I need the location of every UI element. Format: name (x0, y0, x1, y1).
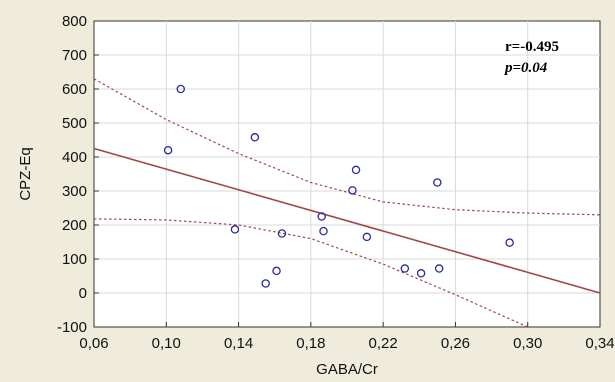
x-tick-label: 0,34 (585, 335, 614, 352)
x-tick-label: 0,06 (79, 335, 108, 352)
data-point (261, 279, 270, 288)
y-tick-label: 400 (62, 149, 87, 166)
y-tick-label: 100 (62, 251, 87, 268)
x-tick-label: 0,30 (513, 335, 542, 352)
data-point (230, 225, 240, 234)
x-axis-title: GABA/Cr (316, 361, 378, 378)
y-tick-label: 600 (62, 81, 87, 98)
y-tick-label: -100 (57, 319, 87, 336)
data-point (433, 178, 442, 187)
data-point (400, 264, 410, 273)
correlation-label: r=-0.495 (505, 39, 559, 55)
x-tick-label: 0,14 (224, 335, 253, 352)
x-tick-label: 0,10 (152, 335, 181, 352)
x-tick-label: 0,18 (296, 335, 325, 352)
data-point (434, 264, 444, 273)
data-point (163, 145, 173, 155)
data-point (351, 165, 361, 175)
confidence-band-upper (93, 78, 601, 216)
data-point (416, 269, 426, 278)
data-point (176, 84, 185, 94)
plot-area (93, 20, 601, 328)
y-tick-label: 0 (79, 285, 87, 302)
data-point (348, 186, 357, 195)
y-tick-label: 200 (62, 217, 87, 234)
data-point (250, 133, 260, 142)
regression-line (93, 147, 601, 294)
y-tick-label: 700 (62, 47, 87, 64)
data-point (319, 226, 328, 236)
x-tick-label: 0,22 (369, 335, 398, 352)
x-tick-label: 0,26 (441, 335, 470, 352)
y-tick-label: 800 (62, 13, 87, 30)
p-value-label: p=0.04 (503, 60, 548, 76)
data-point (362, 232, 372, 242)
data-point (277, 229, 287, 238)
y-tick-label: 300 (62, 183, 87, 200)
y-tick-label: 500 (62, 115, 87, 132)
data-point (317, 212, 326, 221)
data-point (272, 266, 281, 276)
confidence-band-lower (93, 218, 528, 328)
data-point (505, 238, 514, 247)
y-axis-title: CPZ-Eq (17, 147, 34, 200)
